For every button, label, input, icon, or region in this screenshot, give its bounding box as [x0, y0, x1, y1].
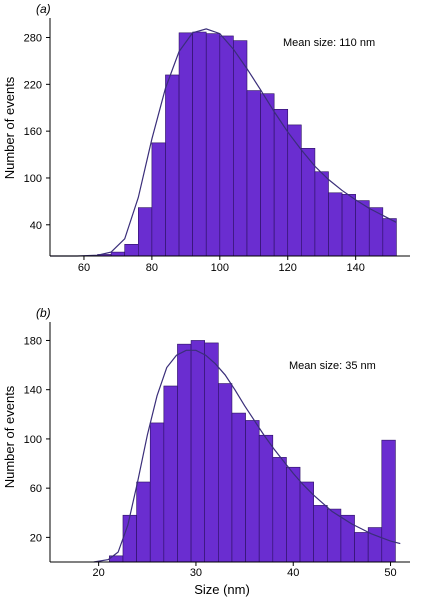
y-tick-label: 160	[24, 126, 42, 138]
histogram-bar	[328, 192, 343, 257]
histogram-bar	[287, 124, 302, 257]
histogram-bar	[341, 194, 356, 257]
histogram-bar	[149, 422, 165, 563]
histogram-bar	[258, 434, 274, 563]
histogram-bar	[286, 466, 301, 563]
histogram-bar	[246, 90, 261, 257]
histogram-bar	[355, 200, 370, 257]
histogram-bar	[354, 532, 369, 563]
y-tick-label: 100	[24, 173, 42, 185]
y-tick-label: 20	[30, 532, 42, 544]
annotation-b: Mean size: 35 nm	[289, 360, 376, 372]
x-tick-label: 100	[211, 262, 229, 274]
histogram-bar	[204, 342, 219, 563]
y-axis-title-b: Number of events	[2, 385, 17, 488]
histogram-bar	[314, 171, 329, 257]
histogram-bar	[313, 505, 328, 563]
bars-b	[109, 340, 396, 563]
x-axis-title-b: Size (nm)	[194, 582, 250, 597]
histogram-bar	[382, 218, 397, 257]
histogram-bar	[165, 74, 180, 257]
histogram-bar	[233, 40, 248, 257]
histogram-bar	[219, 35, 234, 257]
panel-label-a: (a)	[36, 2, 51, 16]
y-tick-label: 180	[24, 335, 42, 347]
x-tick-label: 80	[146, 262, 158, 274]
y-tick-label: 140	[24, 385, 42, 397]
histogram-bar	[122, 514, 137, 563]
x-tick-label: 50	[384, 567, 396, 579]
fit-curve-b	[93, 349, 401, 563]
histogram-bar	[260, 93, 275, 257]
y-tick-label: 40	[30, 220, 42, 232]
bars-a	[97, 31, 397, 257]
x-ticks-a: 60 80 100 120 140	[78, 256, 365, 274]
y-tick-label: 220	[24, 79, 42, 91]
y-axis-title-a: Number of events	[2, 76, 17, 179]
x-tick-label: 30	[190, 567, 202, 579]
histogram-bar	[205, 33, 221, 257]
histogram-bar	[136, 481, 151, 563]
histogram-bar	[190, 340, 206, 563]
y-tick-label: 280	[24, 33, 42, 45]
x-tick-label: 120	[279, 262, 297, 274]
annotation-a: Mean size: 110 nm	[283, 37, 375, 49]
histogram-bar	[178, 32, 193, 257]
x-tick-label: 140	[346, 262, 364, 274]
histogram-bar	[163, 385, 178, 563]
histogram-bar	[381, 439, 396, 563]
histogram-bar	[273, 108, 289, 257]
histogram-bar	[177, 343, 192, 563]
histogram-bar	[218, 383, 233, 563]
histogram-bar	[231, 412, 246, 563]
histogram-bar	[110, 251, 126, 257]
x-ticks-b: 20 30 40 50	[93, 562, 397, 579]
histogram-bar	[192, 31, 207, 257]
histogram-bar	[138, 207, 153, 257]
histogram-bar	[340, 514, 355, 563]
histogram-bar	[245, 420, 260, 563]
y-tick-label: 60	[30, 483, 42, 495]
fit-curve-a	[50, 28, 397, 257]
histogram-bar	[124, 243, 139, 257]
panel-a: (a) Number of events Mean size: 110 nm 6…	[2, 2, 410, 274]
y-tick-label: 100	[24, 434, 42, 446]
y-ticks-a: 40 100 160 220 280	[24, 33, 50, 232]
y-ticks-b: 20 60 100 140 180	[24, 335, 50, 544]
histogram-bar	[272, 457, 287, 563]
panel-label-b: (b)	[36, 306, 51, 320]
histogram-bar	[326, 508, 342, 563]
x-tick-label: 60	[78, 262, 90, 274]
histogram-bar	[151, 142, 166, 257]
x-tick-label: 20	[93, 567, 105, 579]
x-tick-label: 40	[287, 567, 299, 579]
panel-b: (b) Number of events Mean size: 35 nm Si…	[2, 306, 410, 597]
